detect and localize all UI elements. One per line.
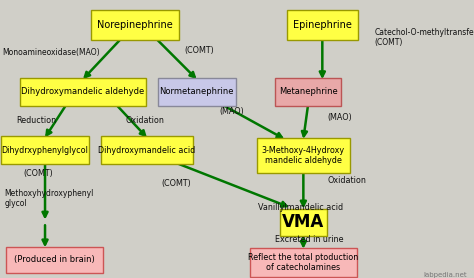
Text: (MAO): (MAO) bbox=[327, 113, 352, 122]
FancyBboxPatch shape bbox=[1, 136, 89, 164]
Text: Excreted in urine: Excreted in urine bbox=[275, 235, 344, 244]
Text: Monoamineoxidase(MAO): Monoamineoxidase(MAO) bbox=[2, 48, 100, 57]
Text: (COMT): (COMT) bbox=[185, 46, 215, 54]
FancyBboxPatch shape bbox=[287, 10, 358, 40]
Text: labpedia.net: labpedia.net bbox=[423, 272, 467, 278]
Text: Oxidation: Oxidation bbox=[327, 176, 366, 185]
Text: Norepinephrine: Norepinephrine bbox=[97, 20, 173, 30]
FancyBboxPatch shape bbox=[157, 78, 236, 106]
Text: Reduction: Reduction bbox=[17, 116, 57, 125]
Text: (MAO): (MAO) bbox=[219, 107, 244, 116]
FancyBboxPatch shape bbox=[100, 136, 193, 164]
Text: Dihydroxymandelic aldehyde: Dihydroxymandelic aldehyde bbox=[21, 87, 145, 96]
Text: Reflect the total ptoduction
of catecholamines: Reflect the total ptoduction of catechol… bbox=[248, 253, 358, 272]
Text: (COMT): (COMT) bbox=[161, 179, 191, 188]
Text: Dihydroxymandelic acid: Dihydroxymandelic acid bbox=[98, 146, 196, 155]
Text: (Produced in brain): (Produced in brain) bbox=[14, 255, 95, 264]
FancyBboxPatch shape bbox=[20, 78, 146, 106]
FancyBboxPatch shape bbox=[91, 10, 179, 40]
FancyBboxPatch shape bbox=[257, 138, 350, 173]
Text: Metanephrine: Metanephrine bbox=[279, 87, 337, 96]
Text: Oxidation: Oxidation bbox=[126, 116, 164, 125]
FancyBboxPatch shape bbox=[250, 248, 356, 277]
Text: 3-Methoxy-4Hydroxy
mandelic aldehyde: 3-Methoxy-4Hydroxy mandelic aldehyde bbox=[262, 146, 345, 165]
Text: Normetanephrine: Normetanephrine bbox=[159, 87, 234, 96]
Text: (COMT): (COMT) bbox=[24, 169, 54, 178]
Text: VMA: VMA bbox=[282, 214, 325, 231]
Text: Catechol-O-methyltransferase
(COMT): Catechol-O-methyltransferase (COMT) bbox=[374, 28, 474, 47]
Text: Epinephrine: Epinephrine bbox=[293, 20, 352, 30]
FancyBboxPatch shape bbox=[275, 78, 341, 106]
Text: Dihydrxyphenylglycol: Dihydrxyphenylglycol bbox=[1, 146, 89, 155]
FancyBboxPatch shape bbox=[6, 247, 103, 273]
Text: Methoxyhydroxyphenyl
glycol: Methoxyhydroxyphenyl glycol bbox=[5, 189, 94, 208]
Text: Vanillylmandelic acid: Vanillylmandelic acid bbox=[258, 203, 344, 212]
FancyBboxPatch shape bbox=[280, 208, 327, 236]
